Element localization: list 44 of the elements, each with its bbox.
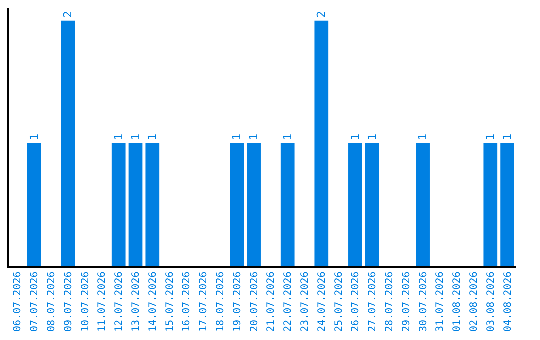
x-tick-label: 02.08.2026 xyxy=(469,272,480,332)
x-tick-label: 10.07.2026 xyxy=(80,272,92,332)
data-label: 1 xyxy=(348,134,362,140)
x-tick-label: 15.07.2026 xyxy=(164,272,176,332)
x-tick-label: 07.07.2026 xyxy=(30,272,41,332)
x-tick-label: 22.07.2026 xyxy=(283,272,294,332)
x-tick-label: 31.07.2026 xyxy=(435,272,446,332)
x-tick-label: 16.07.2026 xyxy=(182,272,193,332)
data-label: 1 xyxy=(112,134,126,140)
x-tick-label: 30.07.2026 xyxy=(418,272,430,332)
data-label: 1 xyxy=(366,134,379,140)
data-label: 1 xyxy=(230,134,244,140)
x-tick-label: 24.07.2026 xyxy=(316,272,328,332)
x-tick-label: 14.07.2026 xyxy=(148,272,159,332)
x-tick-label: 18.07.2026 xyxy=(216,272,226,332)
x-tick-label: 21.07.2026 xyxy=(266,272,278,332)
data-label: 1 xyxy=(484,134,498,140)
x-tick-label: 01.08.2026 xyxy=(452,272,464,332)
x-tick-label: 20.07.2026 xyxy=(249,272,260,332)
x-tick-label: 03.08.2026 xyxy=(486,272,497,332)
x-tick-label: 04.08.2026 xyxy=(502,272,514,332)
x-tick-label: 23.07.2026 xyxy=(300,272,311,332)
data-label: 2 xyxy=(62,11,75,18)
data-label: 1 xyxy=(129,134,142,140)
x-tick-label: 08.07.2026 xyxy=(46,272,58,332)
data-label: 1 xyxy=(248,134,261,140)
x-tick-label: 09.07.2026 xyxy=(63,272,74,332)
data-label: 1 xyxy=(28,134,41,140)
x-tick-label: 27.07.2026 xyxy=(368,272,379,332)
data-label: 1 xyxy=(416,134,430,140)
x-tick-label: 11.07.2026 xyxy=(97,272,108,332)
data-label: 2 xyxy=(315,11,328,18)
x-tick-label: 12.07.2026 xyxy=(114,272,126,332)
x-tick-label: 25.07.2026 xyxy=(334,272,345,332)
x-tick-label: 28.07.2026 xyxy=(384,272,396,332)
x-tick-label: 13.07.2026 xyxy=(131,272,142,332)
x-tick-label: 19.07.2026 xyxy=(232,272,244,332)
x-tick-label: 06.07.2026 xyxy=(12,272,24,332)
x-tick-label: 26.07.2026 xyxy=(350,272,362,332)
data-label: 1 xyxy=(281,134,294,140)
data-label: 1 xyxy=(146,134,160,140)
x-tick-label: 17.07.2026 xyxy=(198,272,210,332)
x-tick-label: 29.07.2026 xyxy=(401,272,412,332)
data-label: 1 xyxy=(501,134,514,140)
